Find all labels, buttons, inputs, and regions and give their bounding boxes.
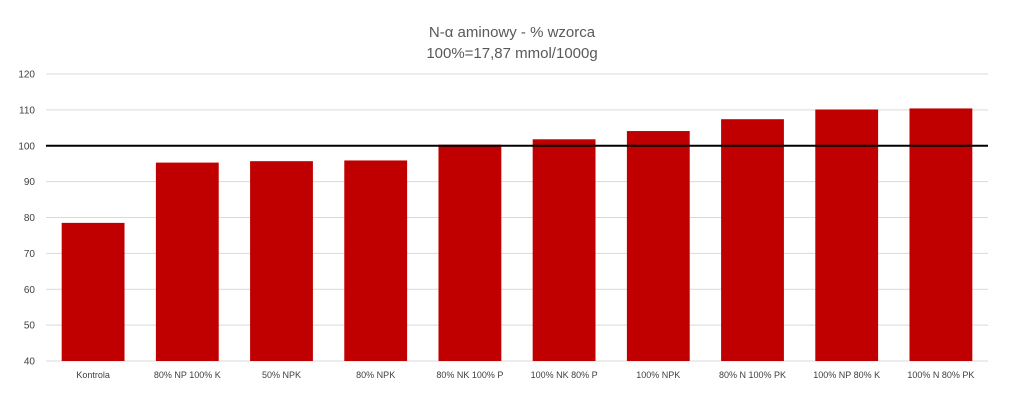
x-tick-label: 80% N 100% PK: [719, 370, 786, 380]
bar: [721, 119, 784, 361]
bar: [909, 108, 973, 361]
x-tick-label: Kontrola: [76, 370, 110, 380]
bar: [155, 162, 219, 361]
x-tick-label: 100% NK 80% P: [531, 370, 598, 380]
x-tick-label: 100% N 80% PK: [907, 370, 974, 380]
y-tick-label: 100: [18, 141, 35, 152]
y-tick-label: 90: [24, 177, 36, 188]
y-tick-label: 40: [24, 357, 36, 368]
bar: [532, 139, 596, 361]
y-tick-label: 70: [24, 249, 36, 260]
x-tick-label: 100% NPK: [636, 370, 680, 380]
x-tick-label: 80% NP 100% K: [154, 370, 221, 380]
chart-title: N-α aminowy - % wzorca: [429, 24, 596, 41]
y-tick-label: 80: [24, 213, 36, 224]
x-axis-category-labels: Kontrola 80% NP 100% K 50% NPK 80% NPK 80% N…: [76, 370, 974, 380]
y-tick-label: 120: [18, 70, 35, 81]
x-tick-label: 80% NPK: [356, 370, 395, 380]
y-tick-label: 110: [19, 105, 35, 116]
bar: [250, 161, 313, 361]
y-axis-tick-labels: 40 50 60 70 80 90 100 110 120: [18, 70, 35, 368]
bar: [815, 109, 879, 361]
bars: [61, 108, 973, 361]
bar: [344, 160, 408, 361]
x-tick-label: 80% NK 100% P: [436, 370, 503, 380]
bar: [61, 222, 125, 361]
y-tick-label: 50: [24, 321, 36, 332]
y-tick-label: 60: [24, 285, 36, 296]
chart-subtitle: 100%=17,87 mmol/1000g: [426, 45, 597, 62]
bar: [438, 144, 502, 361]
bar: [626, 131, 690, 361]
x-tick-label: 50% NPK: [262, 370, 301, 380]
x-tick-label: 100% NP 80% K: [813, 370, 880, 380]
